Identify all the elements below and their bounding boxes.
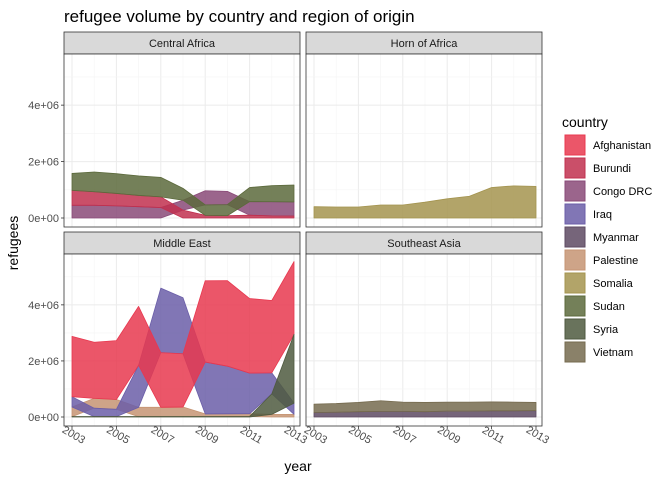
legend-label-syria: Syria: [593, 324, 619, 336]
y-tick-label: 2e+06: [28, 356, 59, 368]
x-tick-label: 2007: [391, 424, 418, 447]
stream-areas: [71, 171, 295, 219]
legend-key-burundi: [564, 157, 586, 179]
legend-key-syria: [564, 318, 586, 340]
panel-central-africa: Central Africa 0e+00 2e+06 4e+06: [28, 31, 301, 228]
panel-horn-of-africa: Horn of Africa: [305, 31, 543, 228]
area-iraq: [71, 287, 295, 417]
x-axis-title: year: [284, 458, 312, 474]
x-tick-label: 2011: [480, 424, 506, 446]
panel-border: [305, 253, 543, 427]
legend-item-myanmar: Myanmar: [564, 226, 639, 248]
legend-item-burundi: Burundi: [564, 157, 631, 179]
legend-item-afghanistan: Afghanistan: [564, 134, 651, 156]
area-sudan: [71, 171, 295, 216]
x-tick-label: 2003: [60, 424, 87, 447]
legend-item-sudan: Sudan: [564, 295, 625, 317]
stream-areas: [71, 261, 295, 418]
x-tick-label: 2005: [346, 424, 373, 447]
stream-areas: [313, 400, 537, 418]
x-tick-label: 2005: [104, 424, 131, 447]
legend-item-congo-drc: Congo DRC: [564, 180, 652, 202]
area-vietnam: [313, 400, 537, 413]
legend-label-congo-drc: Congo DRC: [593, 186, 652, 198]
y-tick-label: 0e+00: [28, 213, 59, 225]
x-tick-label: 2009: [435, 424, 462, 447]
y-axis-title: refugees: [5, 216, 21, 270]
legend-key-iraq: [564, 203, 586, 225]
legend-label-burundi: Burundi: [593, 163, 631, 175]
legend-label-somalia: Somalia: [593, 278, 634, 290]
y-tick-label: 4e+06: [28, 100, 59, 112]
legend: country Afghanistan Burundi Congo DRC Iraq M…: [562, 114, 652, 363]
legend-label-myanmar: Myanmar: [593, 232, 639, 244]
legend-item-somalia: Somalia: [564, 272, 634, 294]
facet-strip-label-horn-of-africa: Horn of Africa: [391, 38, 459, 50]
legend-label-palestine: Palestine: [593, 255, 638, 267]
legend-key-afghanistan: [564, 134, 586, 156]
x-tick-label: 2009: [193, 424, 220, 447]
stream-areas: [313, 185, 537, 219]
legend-key-palestine: [564, 249, 586, 271]
legend-key-sudan: [564, 295, 586, 317]
legend-label-vietnam: Vietnam: [593, 347, 633, 359]
legend-item-iraq: Iraq: [564, 203, 612, 225]
area-somalia: [313, 185, 537, 219]
facet-strip-label-middle-east: Middle East: [153, 238, 210, 250]
x-tick-label: 2013: [524, 424, 551, 447]
y-tick-label: 4e+06: [28, 300, 59, 312]
legend-key-myanmar: [564, 226, 586, 248]
legend-item-syria: Syria: [564, 318, 619, 340]
legend-label-sudan: Sudan: [593, 301, 625, 313]
y-tick-label: 0e+00: [28, 412, 59, 424]
legend-label-iraq: Iraq: [593, 209, 612, 221]
chart-title: refugee volume by country and region of …: [64, 7, 415, 26]
panel-background: [306, 254, 542, 426]
legend-item-palestine: Palestine: [564, 249, 638, 271]
facet-strip-label-southeast-asia: Southeast Asia: [387, 238, 461, 250]
panel-southeast-asia: Southeast Asia 2003 2005 2007 2009 2011 2013: [302, 231, 551, 447]
y-tick-label: 2e+06: [28, 157, 59, 169]
facet-strip-label-central-africa: Central Africa: [149, 38, 216, 50]
panel-border: [305, 53, 543, 228]
legend-item-vietnam: Vietnam: [564, 341, 633, 363]
legend-key-vietnam: [564, 341, 586, 363]
x-tick-label: 2003: [302, 424, 329, 447]
panel-border: [63, 253, 301, 427]
x-tick-label: 2011: [238, 424, 264, 446]
legend-title: country: [562, 114, 608, 130]
x-tick-label: 2007: [149, 424, 176, 447]
facet-panels: Central Africa 0e+00 2e+06 4e+06 Horn of Afr…: [28, 31, 551, 447]
area-syria: [71, 334, 295, 418]
panel-middle-east: Middle East 0e+00 2e+06 4e+06 2003 2005 2007 20…: [28, 231, 309, 447]
legend-label-afghanistan: Afghanistan: [593, 140, 651, 152]
legend-key-somalia: [564, 272, 586, 294]
panel-border: [63, 53, 301, 228]
legend-key-congo-drc: [564, 180, 586, 202]
